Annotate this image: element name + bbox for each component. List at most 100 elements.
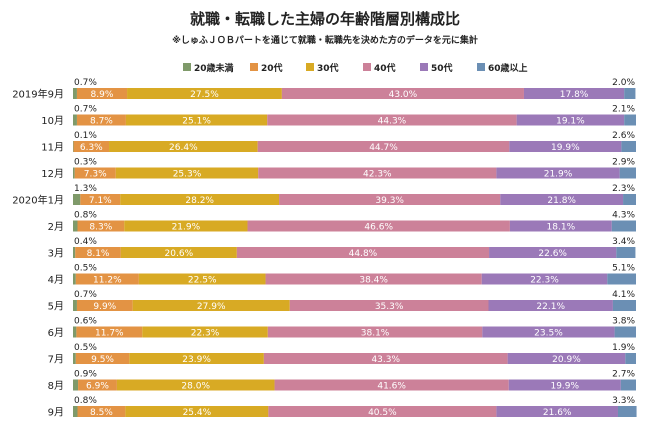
bar-segment-10-2 <box>129 353 264 364</box>
bar-segment-6-2 <box>120 247 237 258</box>
bar-segment-8-5 <box>612 300 636 311</box>
legend-label-5: 60歳以上 <box>488 62 528 74</box>
data-label-10-3: 43.3% <box>371 355 400 365</box>
data-label-1-5: 2.1% <box>612 105 635 115</box>
data-label-2-2: 26.4% <box>169 143 198 153</box>
bar-segment-7-2 <box>138 273 266 285</box>
data-label-5-1: 8.3% <box>89 223 112 233</box>
data-label-10-5: 1.9% <box>612 343 635 353</box>
data-label-9-3: 38.1% <box>361 329 390 339</box>
data-label-8-3: 35.3% <box>375 302 404 312</box>
legend-swatch-4 <box>420 63 428 71</box>
data-label-1-0: 0.7% <box>74 105 97 115</box>
category-label-6: 3月 <box>48 248 64 260</box>
bar-segment-7-4 <box>481 273 608 285</box>
bar-segment-2-2 <box>109 141 258 152</box>
data-label-5-0: 0.8% <box>74 211 97 221</box>
bar-segment-2-0 <box>73 141 74 152</box>
bar-segment-8-3 <box>289 300 489 311</box>
data-label-6-1: 8.1% <box>87 249 110 259</box>
category-label-1: 10月 <box>41 115 64 127</box>
bar-segment-3-0 <box>73 167 75 179</box>
data-label-8-1: 9.9% <box>93 302 116 312</box>
data-label-0-2: 27.5% <box>190 90 219 100</box>
category-label-10: 7月 <box>48 354 64 366</box>
category-label-7: 4月 <box>48 274 64 286</box>
bar-segment-4-4 <box>500 194 624 205</box>
data-label-9-5: 3.8% <box>612 317 635 327</box>
category-label-4: 2020年1月 <box>12 194 64 207</box>
bar-segment-11-2 <box>116 379 275 391</box>
data-label-9-0: 0.6% <box>74 317 97 327</box>
data-label-11-2: 28.0% <box>181 382 210 392</box>
data-label-0-5: 2.0% <box>612 78 635 88</box>
data-label-3-1: 7.3% <box>84 170 107 180</box>
bar-segment-2-3 <box>257 141 510 152</box>
category-label-3: 12月 <box>41 168 64 180</box>
legend-label-1: 20代 <box>261 62 283 74</box>
bar-segment-5-1 <box>77 220 125 232</box>
data-label-8-0: 0.7% <box>74 290 97 300</box>
data-label-6-3: 44.8% <box>349 249 378 259</box>
data-label-1-4: 19.1% <box>556 117 585 127</box>
bar-segment-9-0 <box>73 326 77 338</box>
data-label-8-5: 4.1% <box>612 290 635 300</box>
bar-segment-4-1 <box>80 194 121 205</box>
data-label-4-0: 1.3% <box>74 184 97 194</box>
bar-segment-5-3 <box>247 220 510 232</box>
category-label-12: 9月 <box>48 407 64 419</box>
data-label-10-1: 9.5% <box>91 355 114 365</box>
bar-segment-0-5 <box>624 88 636 99</box>
data-label-7-2: 22.5% <box>188 276 217 286</box>
data-label-1-2: 25.1% <box>182 117 211 127</box>
legend-label-4: 50代 <box>431 62 453 74</box>
bar-segment-10-4 <box>507 353 626 364</box>
bar-segment-4-3 <box>279 194 501 205</box>
data-label-5-2: 21.9% <box>172 223 201 233</box>
data-label-1-1: 8.7% <box>90 117 113 127</box>
bar-segment-11-4 <box>508 379 621 391</box>
bar-segment-7-1 <box>75 273 139 285</box>
legend-swatch-5 <box>477 63 485 71</box>
data-label-9-4: 23.5% <box>534 329 563 339</box>
category-label-0: 2019年9月 <box>12 88 64 101</box>
data-label-12-4: 21.6% <box>543 408 572 418</box>
bar-segment-7-5 <box>607 273 636 285</box>
data-label-7-1: 11.2% <box>93 276 122 286</box>
bar-segment-11-3 <box>274 379 509 391</box>
data-label-2-4: 19.9% <box>551 143 580 153</box>
data-label-0-1: 8.9% <box>91 90 114 100</box>
bar-segment-3-5 <box>619 167 636 179</box>
data-label-3-4: 21.9% <box>544 170 573 180</box>
data-label-12-1: 8.5% <box>90 408 113 418</box>
data-label-4-3: 39.3% <box>375 196 404 206</box>
bar-segment-10-3 <box>263 353 508 364</box>
bar-segment-3-3 <box>258 167 497 179</box>
data-label-12-5: 3.3% <box>612 396 635 406</box>
data-label-6-2: 20.6% <box>165 249 194 259</box>
bar-segment-1-0 <box>73 114 77 126</box>
bar-segment-6-0 <box>73 247 76 258</box>
bar-segment-4-2 <box>120 194 280 205</box>
data-label-9-2: 22.3% <box>191 329 220 339</box>
data-label-4-2: 28.2% <box>185 196 214 206</box>
category-label-9: 6月 <box>48 327 64 339</box>
data-label-11-3: 41.6% <box>377 382 406 392</box>
chart-title: 就職・転職した主婦の年齢階層別構成比 <box>190 10 460 28</box>
plot-area: 2019年9月 0.7% 8.9% 27.5% 43.0% 17.8% 2.0% 10月 0.7… <box>12 78 637 419</box>
data-label-6-4: 22.6% <box>538 249 567 259</box>
data-label-3-3: 42.3% <box>363 170 392 180</box>
legend-swatch-3 <box>363 63 371 71</box>
bar-segment-10-1 <box>75 353 130 364</box>
bar-segment-6-5 <box>616 247 636 258</box>
data-label-11-0: 0.9% <box>74 370 97 380</box>
legend-swatch-0 <box>183 63 191 71</box>
bar-segment-3-1 <box>74 167 116 179</box>
legend-label-2: 30代 <box>317 62 339 74</box>
bar-segment-12-1 <box>77 406 126 417</box>
data-label-3-0: 0.3% <box>74 158 97 168</box>
data-label-3-5: 2.9% <box>612 158 635 168</box>
data-label-7-4: 22.3% <box>530 276 559 286</box>
data-label-6-0: 0.4% <box>74 237 97 247</box>
